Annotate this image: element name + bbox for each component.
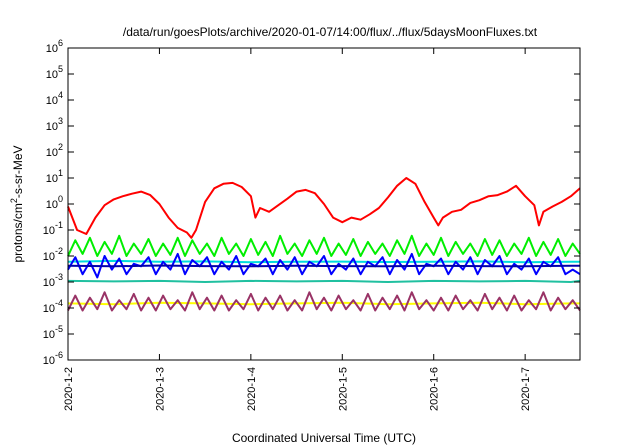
y-tick-label-5: 10-1 (43, 220, 63, 237)
y-tick-label-11: 105 (46, 64, 63, 81)
x-axis-label: Coordinated Universal Time (UTC) (232, 431, 416, 445)
x-tick-label-4: 2020-1-6 (429, 367, 441, 411)
y-tick-label-10: 104 (46, 90, 63, 107)
y-tick-label-0: 10-6 (43, 350, 63, 367)
x-tick-label-2: 2020-1-4 (246, 367, 258, 411)
y-tick-label-4: 10-2 (43, 246, 63, 263)
x-tick-label-3: 2020-1-5 (337, 367, 349, 411)
series-line-4 (67, 264, 580, 268)
x-tick-label-5: 2020-1-7 (520, 367, 532, 411)
series-layer (67, 177, 581, 312)
chart-title: /data/run/goesPlots/archive/2020-01-07/1… (123, 25, 538, 39)
y-tick-label-9: 103 (46, 116, 63, 133)
y-axis-label-sup: 2 (9, 198, 19, 203)
y-tick-label-1: 10-5 (43, 324, 63, 341)
y-tick-label-8: 102 (46, 142, 63, 159)
y-axis-label: protons/cm2-s-sr-MeV (9, 145, 25, 262)
y-tick-label-3: 10-3 (43, 272, 63, 289)
series-line-3 (67, 252, 581, 279)
series-line-2 (67, 259, 580, 264)
y-axis-label-suffix: -s-sr-MeV (11, 145, 25, 198)
y-tick-label-7: 101 (46, 168, 63, 185)
x-tick-label-0: 2020-1-2 (63, 367, 75, 411)
y-tick-label-2: 10-4 (43, 298, 63, 315)
series-line-7 (67, 291, 581, 312)
ticks-layer: 10-6 10-5 10-4 10-3 10-2 10-1 100 101 102 103 104 1… (43, 38, 580, 411)
series-line-0 (67, 177, 581, 239)
y-tick-label-12: 106 (46, 38, 63, 55)
series-line-5 (67, 279, 581, 283)
y-axis-label-prefix: protons/cm (11, 203, 25, 262)
series-line-1 (67, 234, 581, 257)
x-tick-label-1: 2020-1-3 (154, 367, 166, 411)
y-tick-label-6: 100 (46, 194, 63, 211)
